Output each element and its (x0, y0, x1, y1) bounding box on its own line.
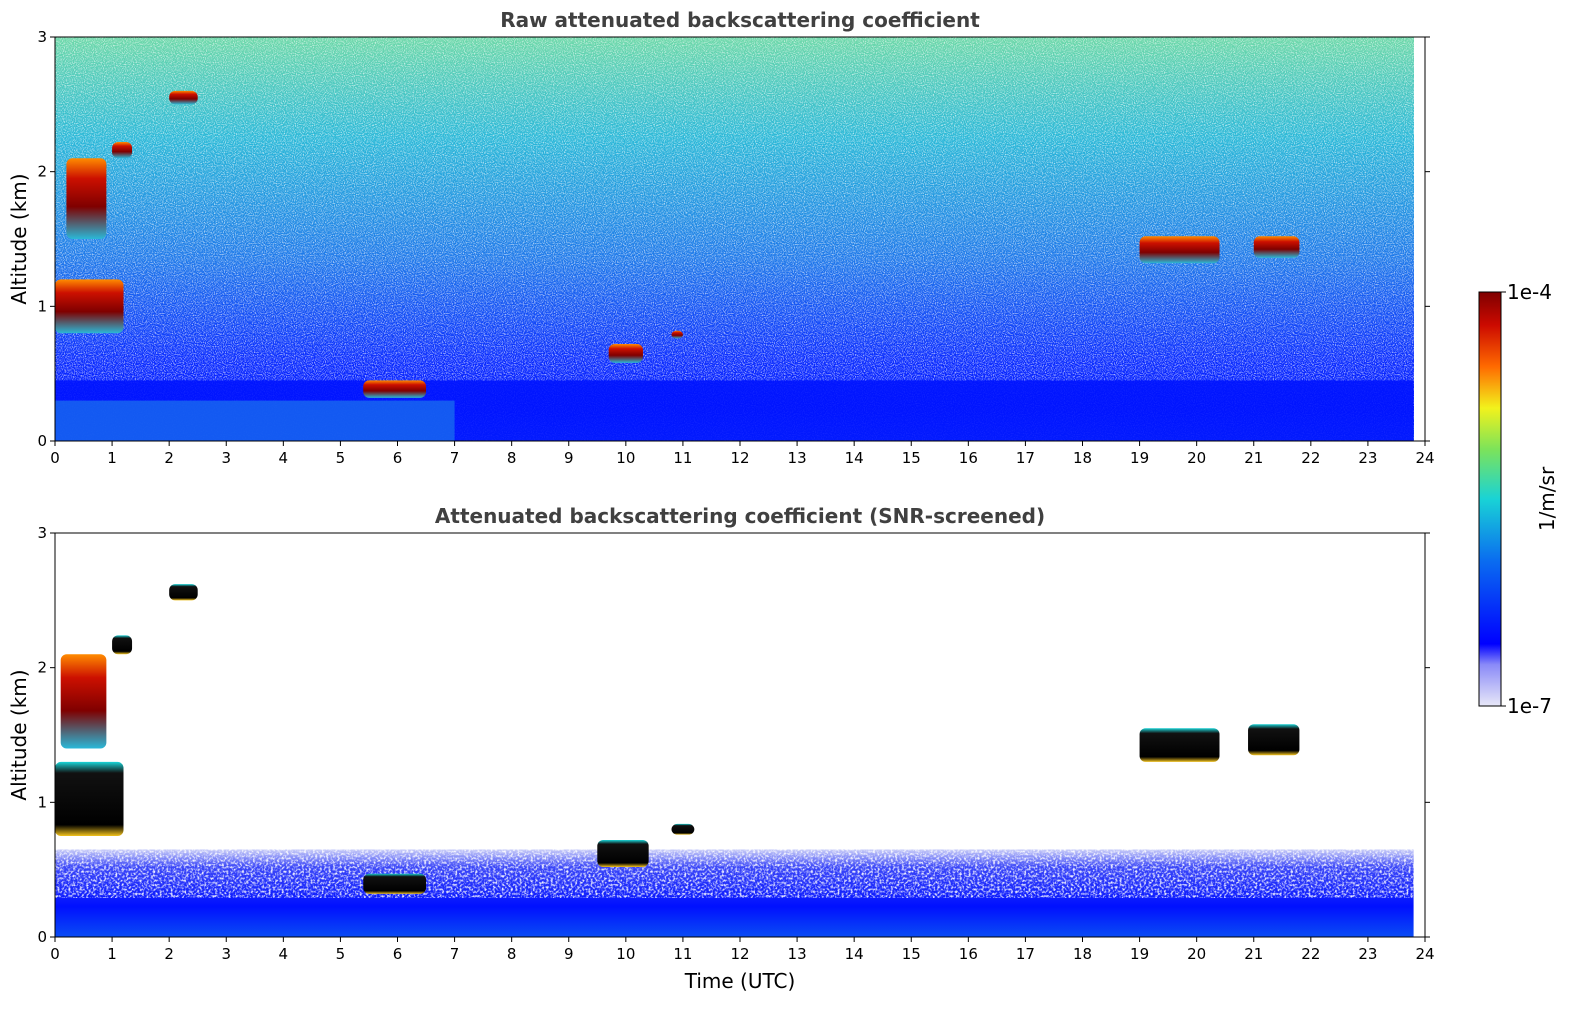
cloud-feature (1248, 724, 1300, 756)
snr-boundary-layer (55, 849, 1414, 937)
x-tick-label: 15 (902, 449, 921, 467)
colorbar-unit-label: 1/m/sr (1535, 466, 1559, 531)
panel-raw: Raw attenuated backscattering coefficien… (7, 8, 1435, 467)
x-tick-label: 12 (730, 945, 749, 963)
y-tick-label: 2 (37, 163, 47, 181)
cloud-feature (112, 635, 133, 655)
x-tick-label: 7 (450, 945, 460, 963)
y-tick-label: 1 (37, 793, 47, 811)
x-tick-label: 1 (107, 449, 117, 467)
x-tick-label: 18 (1073, 945, 1092, 963)
x-tick-label: 11 (673, 449, 692, 467)
panel-snr-title: Attenuated backscattering coefficient (S… (435, 504, 1045, 528)
panel-raw-heatmap (55, 37, 1414, 441)
x-tick-label: 10 (616, 945, 635, 963)
cloud-feature (671, 330, 683, 339)
x-tick-label: 5 (336, 449, 346, 467)
x-tick-label: 24 (1415, 449, 1434, 467)
x-tick-label: 20 (1187, 945, 1206, 963)
x-tick-label: 23 (1358, 449, 1377, 467)
y-tick-label: 0 (37, 432, 47, 450)
x-tick-label: 23 (1358, 945, 1377, 963)
cloud-feature (363, 380, 427, 398)
panel-snr-heatmap (55, 584, 1414, 937)
x-tick-label: 12 (730, 449, 749, 467)
x-tick-label: 18 (1073, 449, 1092, 467)
x-tick-label: 2 (164, 449, 174, 467)
x-tick-label: 19 (1130, 945, 1149, 963)
panel-raw-y-axis: 0 1 2 3 (37, 28, 1430, 450)
x-tick-label: 19 (1130, 449, 1149, 467)
x-tick-label: 17 (1016, 945, 1035, 963)
colorbar-max-label: 1e-4 (1507, 280, 1552, 304)
cloud-feature (608, 344, 643, 363)
y-tick-label: 0 (37, 928, 47, 946)
panel-snr: Attenuated backscattering coefficient (S… (7, 504, 1435, 993)
cloud-feature (169, 584, 198, 601)
raw-boundary-layer (55, 380, 1414, 441)
x-tick-label: 8 (507, 945, 517, 963)
boundary-layer-edge-noise (55, 849, 1414, 898)
x-tick-label: 5 (336, 945, 346, 963)
colorbar-gradient (1478, 291, 1502, 707)
y-tick-label: 2 (37, 659, 47, 677)
cloud-feature (1139, 728, 1220, 762)
x-tick-label: 2 (164, 945, 174, 963)
cloud-feature (60, 654, 107, 749)
panel-snr-xlabel: Time (UTC) (684, 969, 796, 993)
x-tick-label: 0 (50, 449, 60, 467)
x-tick-label: 6 (393, 449, 403, 467)
x-tick-label: 11 (673, 945, 692, 963)
cloud-feature (112, 142, 133, 159)
y-tick-label: 1 (37, 297, 47, 315)
cloud-feature (671, 823, 695, 835)
x-tick-label: 20 (1187, 449, 1206, 467)
boundary-layer-core (55, 400, 455, 441)
panel-snr-ylabel: Altitude (km) (7, 669, 31, 800)
x-tick-label: 4 (279, 449, 289, 467)
x-tick-label: 13 (788, 449, 807, 467)
x-tick-label: 16 (959, 945, 978, 963)
x-tick-label: 9 (564, 945, 574, 963)
x-tick-label: 16 (959, 449, 978, 467)
x-tick-label: 3 (221, 945, 231, 963)
x-tick-label: 7 (450, 449, 460, 467)
cloud-feature (1253, 236, 1300, 258)
x-tick-label: 6 (393, 945, 403, 963)
x-tick-label: 14 (845, 449, 864, 467)
panel-snr-x-axis: 0 1 2 3 4 5 6 7 8 9 10 11 12 13 14 15 16 17 18 19 20 21 22 23 24 (50, 937, 1435, 963)
x-tick-label: 22 (1301, 945, 1320, 963)
panel-raw-title: Raw attenuated backscattering coefficien… (500, 8, 980, 32)
cloud-feature (1139, 236, 1220, 264)
cloud-feature (363, 873, 427, 894)
cloud-feature (55, 761, 124, 836)
y-tick-label: 3 (37, 524, 47, 542)
cloud-feature (597, 840, 649, 867)
x-tick-label: 10 (616, 449, 635, 467)
panel-raw-ylabel: Altitude (km) (7, 173, 31, 304)
colorbar-min-label: 1e-7 (1507, 694, 1552, 718)
colorbar: 1e-4 1e-7 1/m/sr (1478, 280, 1559, 718)
x-tick-label: 0 (50, 945, 60, 963)
x-tick-label: 1 (107, 945, 117, 963)
x-tick-label: 15 (902, 945, 921, 963)
x-tick-label: 22 (1301, 449, 1320, 467)
x-tick-label: 9 (564, 449, 574, 467)
panel-raw-x-axis: 0 1 2 3 4 5 6 7 8 9 10 11 12 13 14 15 16 17 18 19 20 21 22 23 24 (50, 441, 1435, 467)
x-tick-label: 21 (1244, 449, 1263, 467)
cloud-feature (66, 158, 107, 239)
cloud-feature (169, 90, 198, 105)
x-tick-label: 4 (279, 945, 289, 963)
x-tick-label: 14 (845, 945, 864, 963)
x-tick-label: 8 (507, 449, 517, 467)
x-tick-label: 21 (1244, 945, 1263, 963)
x-tick-label: 13 (788, 945, 807, 963)
y-tick-label: 3 (37, 28, 47, 46)
x-tick-label: 17 (1016, 449, 1035, 467)
x-tick-label: 3 (221, 449, 231, 467)
panel-snr-y-axis: 0 1 2 3 (37, 524, 1430, 946)
cloud-feature (55, 279, 124, 334)
x-tick-label: 24 (1415, 945, 1434, 963)
